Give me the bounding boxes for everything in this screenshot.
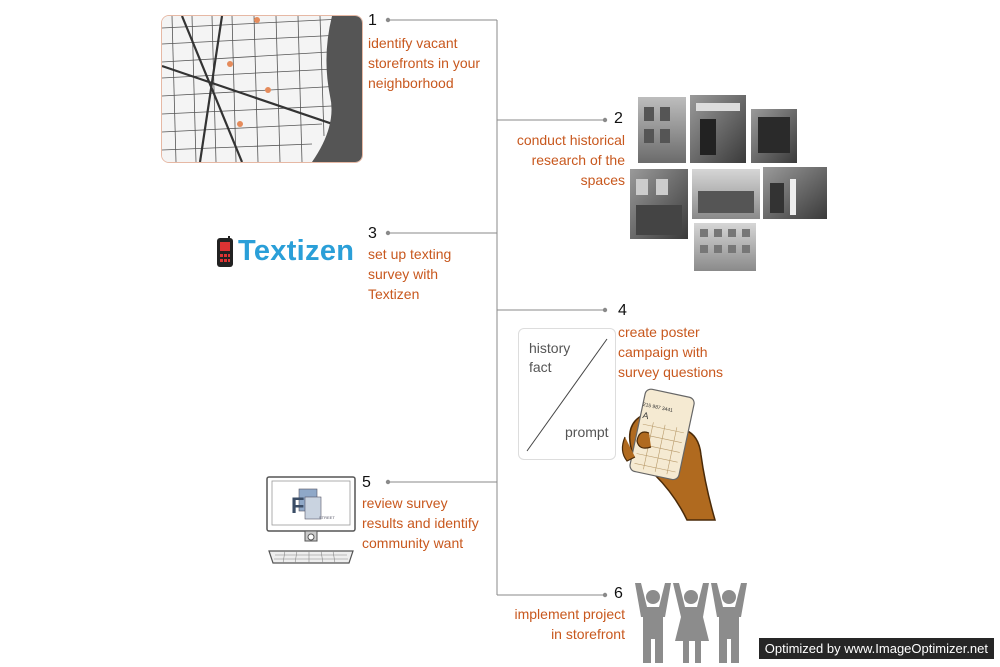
hand-phone-icon: 215 987 3441 A bbox=[621, 388, 716, 521]
textizen-logo: Textizen bbox=[238, 235, 355, 267]
poster-word-prompt: prompt bbox=[565, 424, 609, 440]
step-2-line: research of the bbox=[531, 152, 625, 168]
step-6-number: 6 bbox=[614, 585, 623, 602]
step-4-line: survey questions bbox=[618, 364, 724, 380]
step-5-line: review survey bbox=[362, 495, 448, 511]
step-1-line: neighborhood bbox=[368, 75, 454, 91]
step-2-line: spaces bbox=[580, 172, 625, 188]
phone-letter: A bbox=[642, 410, 650, 421]
step-3-line: set up texting bbox=[368, 246, 452, 262]
connector-dot bbox=[602, 592, 608, 598]
step-4-line: campaign with bbox=[618, 344, 708, 360]
step-4-text: create poster campaign with survey quest… bbox=[618, 322, 723, 382]
cellphone-icon bbox=[217, 236, 233, 267]
step-2-line: conduct historical bbox=[516, 132, 625, 148]
connector-dot bbox=[385, 479, 391, 485]
step-1-line: identify vacant bbox=[368, 35, 458, 51]
step-2-number: 2 bbox=[614, 110, 623, 127]
step-5-line: results and identify bbox=[362, 515, 479, 531]
community-people-icon bbox=[635, 583, 747, 663]
poster-word-history: history bbox=[529, 340, 571, 356]
connector-dot bbox=[385, 17, 391, 23]
poster-card: history fact prompt bbox=[518, 328, 616, 460]
monitor-logo-letter: F bbox=[291, 493, 304, 518]
step-5-number: 5 bbox=[362, 474, 371, 491]
step-6-text: implement project in storefront bbox=[495, 604, 626, 644]
computer-monitor-icon: F STREET bbox=[266, 476, 356, 564]
step-4-line: create poster bbox=[618, 324, 700, 340]
step-6-line: implement project bbox=[514, 606, 626, 622]
historical-photos bbox=[630, 95, 827, 271]
step-5-text: review survey results and identify commu… bbox=[362, 493, 479, 553]
step-1-number: 1 bbox=[368, 12, 377, 29]
poster-word-fact: fact bbox=[529, 359, 552, 375]
map-graphic bbox=[162, 16, 362, 162]
step-6-line: in storefront bbox=[551, 626, 625, 642]
watermark-banner: Optimized by www.ImageOptimizer.net bbox=[758, 638, 994, 659]
step-3-text: set up texting survey with Textizen bbox=[368, 244, 451, 304]
step-4-number: 4 bbox=[618, 302, 627, 319]
step-3-line: survey with bbox=[368, 266, 439, 282]
step-5-line: community want bbox=[362, 535, 464, 551]
connector-dot bbox=[602, 117, 608, 123]
neighborhood-map bbox=[161, 15, 363, 163]
connector-dot bbox=[385, 230, 391, 236]
monitor-logo-caption: STREET bbox=[319, 515, 335, 520]
step-1-text: identify vacant storefronts in your neig… bbox=[368, 33, 480, 93]
step-3-line: Textizen bbox=[368, 286, 420, 302]
poster-diagonal bbox=[526, 338, 608, 452]
step-1-line: storefronts in your bbox=[368, 55, 481, 71]
connector-dot bbox=[602, 307, 608, 313]
step-2-text: conduct historical research of the space… bbox=[500, 130, 625, 190]
step-3-number: 3 bbox=[368, 225, 377, 242]
